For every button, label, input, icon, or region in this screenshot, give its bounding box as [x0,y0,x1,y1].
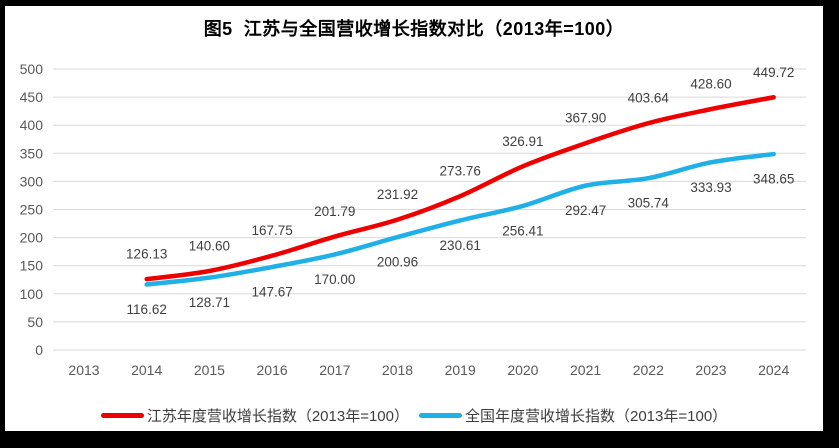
x-tick-label-2016: 2016 [257,362,288,378]
series-line-0 [144,95,776,282]
x-tick-label-2020: 2020 [507,362,538,378]
y-tick-label-250: 250 [20,202,44,218]
x-tick-label-2018: 2018 [382,362,413,378]
data-label-series1-2021: 292.47 [565,203,606,218]
chart-title: 图5 江苏与全国营收增长指数对比（2013年=100） [203,19,625,39]
frame-edge-top [0,0,839,6]
legend-line-sample-jiangsu-icon [100,412,144,418]
data-label-series0-2015: 140.60 [189,238,230,253]
y-tick-label-50: 50 [27,314,43,330]
x-tick-label-2014: 2014 [131,362,162,378]
legend-item-jiangsu: 江苏年度营收增长指数（2013年=100） [100,405,409,426]
y-tick-label-350: 350 [20,145,44,161]
y-tick-label-500: 500 [20,61,44,77]
y-tick-label-100: 100 [20,286,44,302]
data-label-series1-2019: 230.61 [440,238,481,253]
x-tick-label-2017: 2017 [319,362,350,378]
data-label-series1-2016: 147.67 [251,285,292,300]
data-label-series0-2024: 449.72 [753,65,794,80]
x-tick-label-2021: 2021 [570,362,601,378]
data-label-series1-2017: 170.00 [314,272,355,287]
series-line-1 [144,151,776,287]
x-tick-label-2024: 2024 [758,362,789,378]
y-tick-label-400: 400 [20,117,44,133]
frame-edge-left [0,0,5,431]
legend: 江苏年度营收增长指数（2013年=100） 全国年度营收增长指数（2013年=1… [5,404,823,426]
x-tick-label-2019: 2019 [445,362,476,378]
data-label-series1-2015: 128.71 [189,295,230,310]
legend-line-sample-national-icon [419,412,462,418]
data-label-series1-2014: 116.62 [127,302,167,317]
data-label-series1-2024: 348.65 [753,172,794,187]
data-label-series1-2023: 333.93 [690,180,731,195]
data-label-series0-2016: 167.75 [251,223,292,238]
data-label-series1-2022: 305.74 [628,196,670,211]
legend-label-national: 全国年度营收增长指数（2013年=100） [465,407,728,425]
frame-edge-right [823,0,839,448]
data-label-series1-2020: 256.41 [502,223,543,238]
x-tick-label-2023: 2023 [695,362,726,378]
data-label-series0-2019: 273.76 [440,164,481,179]
data-label-series0-2017: 201.79 [314,204,355,219]
y-tick-label-300: 300 [20,173,44,189]
y-tick-label-450: 450 [20,89,44,105]
data-label-series0-2018: 231.92 [377,187,418,202]
legend-label-jiangsu: 江苏年度营收增长指数（2013年=100） [146,407,409,425]
data-label-series0-2014: 126.13 [126,247,167,262]
x-tick-label-2015: 2015 [194,362,225,378]
data-label-series0-2021: 367.90 [565,111,606,126]
y-tick-label-150: 150 [20,258,44,274]
legend-item-national: 全国年度营收增长指数（2013年=100） [419,405,727,426]
x-tick-label-2013: 2013 [68,362,99,378]
y-tick-label-0: 0 [35,342,43,358]
data-label-series1-2018: 200.96 [377,255,418,270]
data-label-series0-2020: 326.91 [502,134,543,149]
frame-edge-bottom [0,431,839,448]
data-label-series0-2023: 428.60 [690,77,731,92]
data-label-series0-2022: 403.64 [628,91,670,106]
x-tick-label-2022: 2022 [633,362,664,378]
y-tick-label-200: 200 [20,230,44,246]
